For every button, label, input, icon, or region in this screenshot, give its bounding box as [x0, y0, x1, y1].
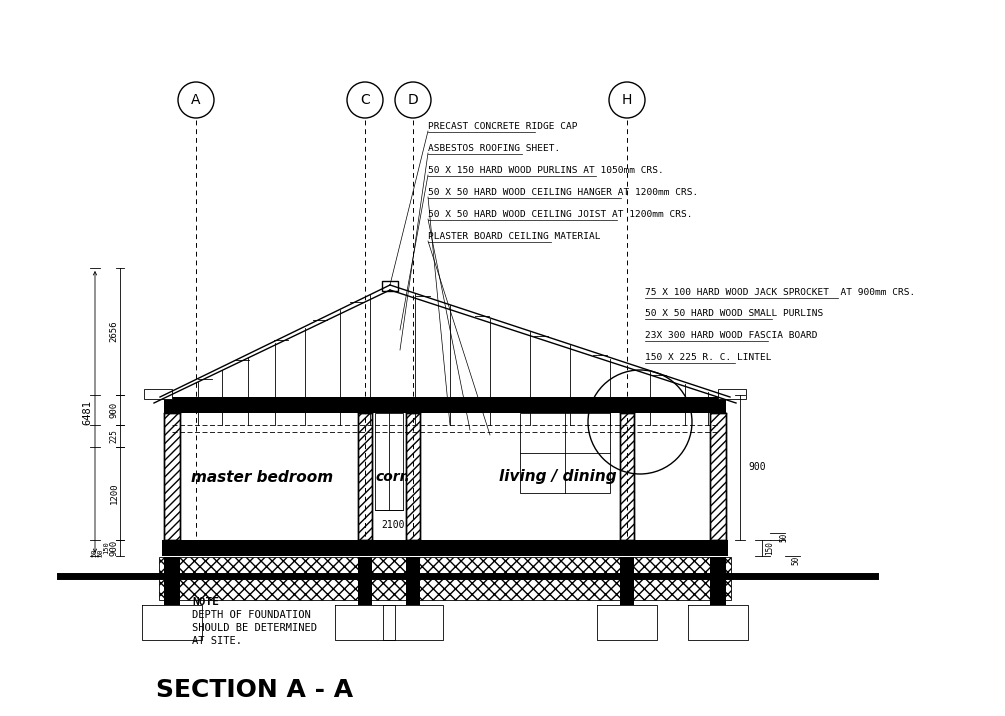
Text: 50 X 50 HARD WOOD CEILING JOIST AT 1200mm CRS.: 50 X 50 HARD WOOD CEILING JOIST AT 1200m… [428, 210, 692, 219]
Text: 50: 50 [791, 556, 800, 565]
Text: PLASTER BOARD CEILING MATERIAL: PLASTER BOARD CEILING MATERIAL [428, 232, 601, 241]
Bar [375, 413, 403, 510]
Text: 2656: 2656 [110, 321, 119, 342]
Text: 150: 150 [103, 541, 109, 554]
Text: 50: 50 [97, 548, 103, 557]
Bar [620, 557, 634, 605]
Bar [710, 557, 726, 605]
Text: 2100: 2100 [381, 520, 405, 530]
Text: D: D [408, 93, 418, 107]
Text: 6481: 6481 [82, 400, 92, 425]
Bar [520, 413, 610, 493]
Text: 150: 150 [765, 541, 774, 555]
Text: living / dining: living / dining [499, 470, 617, 485]
Bar [144, 389, 172, 399]
Text: SECTION A - A: SECTION A - A [157, 678, 354, 702]
Bar [358, 557, 372, 605]
Bar [162, 540, 728, 556]
Text: PRECAST CONCRETE RIDGE CAP: PRECAST CONCRETE RIDGE CAP [428, 122, 578, 131]
Text: 150 X 225 R. C. LINTEL: 150 X 225 R. C. LINTEL [645, 353, 772, 362]
Text: 50: 50 [91, 548, 97, 557]
Text: ASBESTOS ROOFING SHEET.: ASBESTOS ROOFING SHEET. [428, 144, 560, 153]
Text: 50 X 150 HARD WOOD PURLINS AT 1050mm CRS.: 50 X 150 HARD WOOD PURLINS AT 1050mm CRS… [428, 166, 663, 175]
Text: 225: 225 [110, 429, 119, 443]
Text: master bedroom: master bedroom [191, 470, 333, 485]
Bar [164, 397, 726, 413]
Bar [164, 557, 180, 605]
Circle shape [609, 82, 645, 118]
Circle shape [347, 82, 383, 118]
Bar [358, 413, 372, 540]
Text: H: H [622, 93, 632, 107]
Text: 75 X 100 HARD WOOD JACK SPROCKET  AT 900mm CRS.: 75 X 100 HARD WOOD JACK SPROCKET AT 900m… [645, 288, 916, 297]
Text: 23X 300 HARD WOOD FASCIA BOARD: 23X 300 HARD WOOD FASCIA BOARD [645, 331, 817, 340]
Text: 1200: 1200 [110, 483, 119, 504]
Text: AT SITE.: AT SITE. [192, 636, 242, 646]
Text: 50 X 50 HARD WOOD CEILING HANGER AT 1200mm CRS.: 50 X 50 HARD WOOD CEILING HANGER AT 1200… [428, 188, 698, 197]
Text: corr.: corr. [376, 470, 410, 484]
Bar [718, 389, 746, 399]
Circle shape [178, 82, 214, 118]
Circle shape [395, 82, 431, 118]
Text: NOTE: NOTE [192, 597, 219, 607]
Text: SHOULD BE DETERMINED: SHOULD BE DETERMINED [192, 623, 317, 633]
Text: 900: 900 [110, 540, 119, 556]
Bar [159, 557, 731, 600]
Text: A: A [191, 93, 201, 107]
Bar [406, 413, 420, 540]
Text: 50 X 50 HARD WOOD SMALL PURLINS: 50 X 50 HARD WOOD SMALL PURLINS [645, 309, 823, 318]
Bar [620, 413, 634, 540]
Bar [382, 281, 398, 291]
Text: 900: 900 [748, 463, 766, 473]
Text: DEPTH OF FOUNDATION: DEPTH OF FOUNDATION [192, 610, 311, 620]
Bar [164, 413, 180, 540]
Text: 50: 50 [779, 533, 788, 541]
Bar [710, 413, 726, 540]
Bar [406, 557, 420, 605]
Text: C: C [360, 93, 370, 107]
Text: 900: 900 [110, 402, 119, 418]
